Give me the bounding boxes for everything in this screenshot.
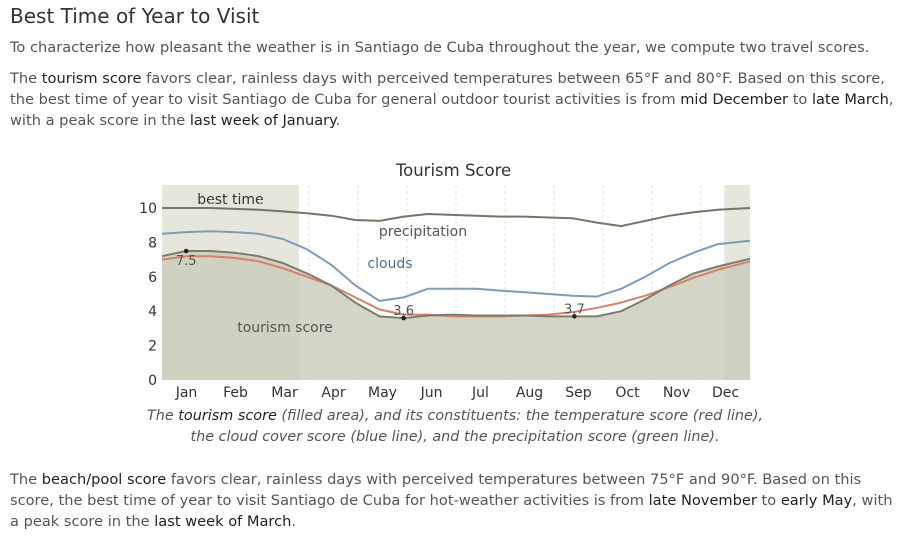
marker-label-0: 7.5: [176, 254, 197, 269]
clouds-series-label: clouds: [367, 256, 412, 272]
x-tick-label-sep: Sep: [565, 385, 592, 401]
marker-point-0: [183, 248, 189, 254]
chart-caption: The tourism score (filled area), and its…: [146, 408, 764, 445]
x-tick-label-feb: Feb: [223, 385, 248, 401]
x-tick-label-jun: Jun: [420, 385, 443, 401]
y-tick-label-8: 8: [148, 235, 157, 251]
best-time-label: best time: [197, 192, 263, 208]
section-heading: Best Time of Year to Visit: [10, 4, 260, 28]
beach-score-paragraph: The beach/pool score favors clear, rainl…: [10, 471, 893, 530]
x-tick-label-aug: Aug: [516, 385, 543, 401]
tourism-score-term: tourism score: [41, 70, 142, 87]
beach-peak-period: last week of March: [154, 513, 292, 530]
y-tick-label-0: 0: [148, 373, 157, 389]
y-tick-label-4: 4: [148, 304, 157, 320]
beach-time-end: early May: [780, 492, 853, 509]
intro-paragraph: To characterize how pleasant the weather…: [10, 39, 870, 56]
beach-time-start: late November: [648, 492, 757, 509]
x-tick-label-jul: Jul: [471, 385, 489, 401]
tourism-score-chart: best time 0 2 4 6 8 10 tourism score clouds preci…: [139, 185, 751, 401]
x-tick-label-dec: Dec: [712, 385, 739, 401]
chart-title: Tourism Score: [395, 161, 512, 180]
tourism-score-line: [161, 250, 751, 320]
x-tick-label-mar: Mar: [271, 385, 298, 401]
precipitation-score-line: [162, 207, 751, 228]
marker-label-2: 3.7: [564, 302, 585, 317]
y-tick-label-2: 2: [148, 339, 157, 355]
tourism-score-paragraph: The tourism score favors clear, rainless…: [10, 70, 894, 129]
precipitation-series-label: precipitation: [379, 224, 467, 240]
y-tick-label-10: 10: [139, 201, 157, 217]
best-time-start: mid December: [680, 91, 789, 108]
y-tick-label-6: 6: [148, 270, 157, 286]
marker-label-1: 3.6: [393, 304, 414, 319]
tourism-series-label: tourism score: [237, 320, 333, 336]
peak-period: last week of January: [189, 112, 336, 129]
x-tick-label-oct: Oct: [615, 385, 640, 401]
beach-score-term: beach/pool score: [41, 471, 167, 488]
marker-point-2: [572, 314, 577, 319]
temperature-score-line: [161, 255, 751, 318]
best-time-end: late March: [812, 91, 889, 108]
clouds-score-line: [161, 230, 751, 302]
x-tick-label-jan: Jan: [175, 385, 198, 401]
x-tick-label-apr: Apr: [321, 385, 345, 401]
x-tick-label-may: May: [368, 385, 397, 401]
caption-term: tourism score: [178, 408, 277, 424]
x-tick-label-nov: Nov: [663, 385, 690, 401]
marker-point-1: [401, 315, 406, 321]
